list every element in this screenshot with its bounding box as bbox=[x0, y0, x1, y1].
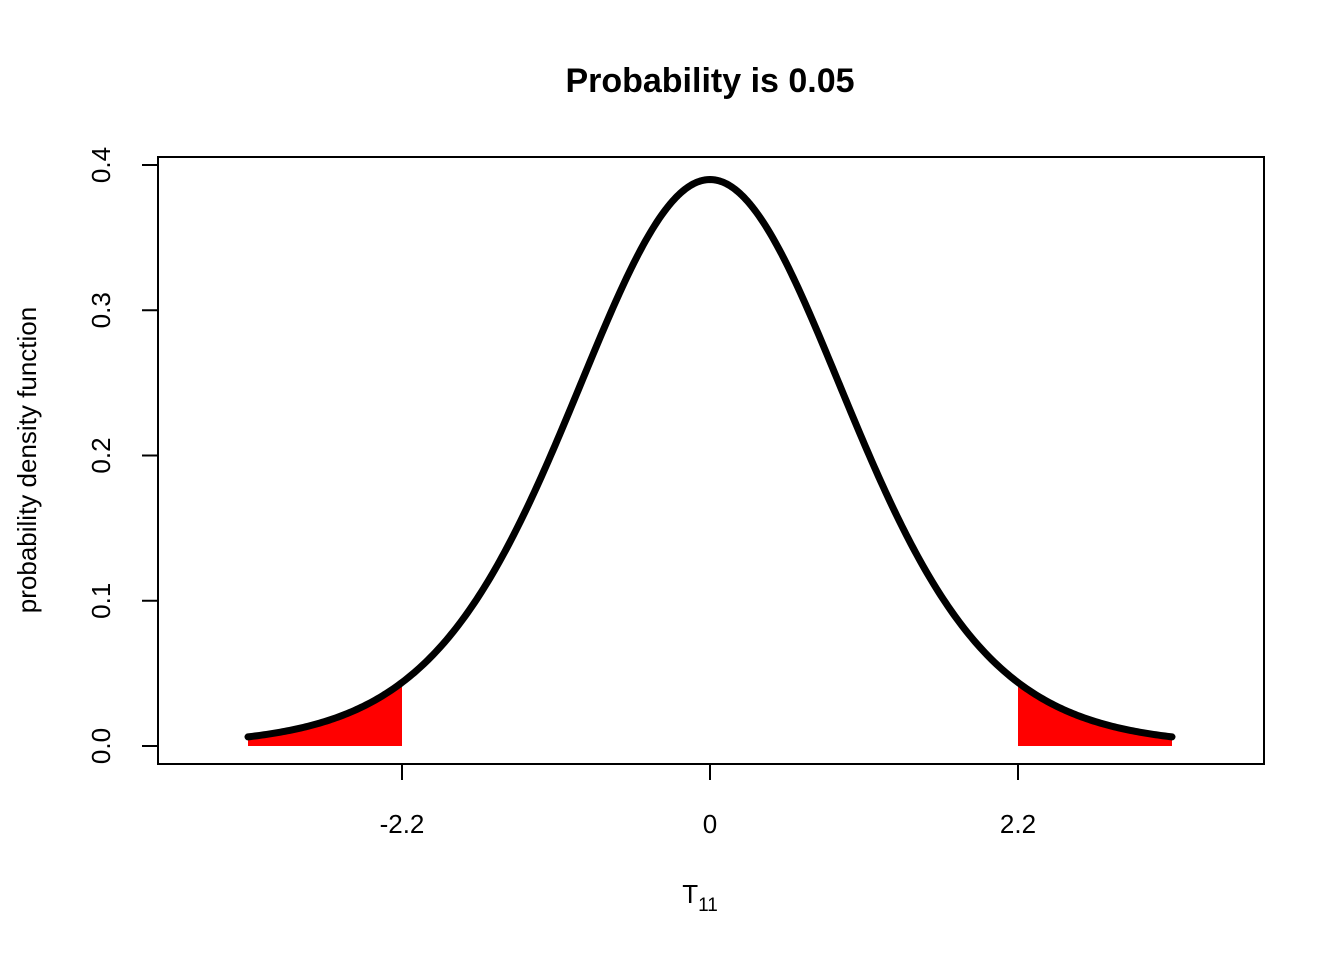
x-tick-label: -2.2 bbox=[380, 809, 425, 839]
chart-title: Probability is 0.05 bbox=[565, 62, 854, 100]
y-tick-label: 0.3 bbox=[86, 292, 116, 328]
shaded-tail-left bbox=[248, 682, 402, 746]
x-tick-label: 2.2 bbox=[1000, 809, 1036, 839]
shaded-tail-right bbox=[1018, 682, 1172, 746]
x-tick-label: 0 bbox=[703, 809, 717, 839]
x-axis-label: T11 bbox=[682, 879, 718, 916]
y-axis-label: probability density function bbox=[12, 307, 42, 613]
x-axis: -2.2 0 2.2 bbox=[380, 763, 1036, 839]
density-curve bbox=[244, 176, 1176, 741]
plot-frame bbox=[157, 156, 1265, 765]
y-tick-label: 0.4 bbox=[86, 147, 116, 183]
shaded-regions bbox=[248, 682, 1172, 746]
y-axis: 0.0 0.1 0.2 0.3 0.4 bbox=[86, 147, 159, 764]
y-tick-label: 0.1 bbox=[86, 583, 116, 619]
x-axis-label-main: T bbox=[682, 879, 698, 909]
y-tick-label: 0.2 bbox=[86, 437, 116, 473]
y-tick-label: 0.0 bbox=[86, 728, 116, 764]
x-axis-label-subscript: 11 bbox=[698, 895, 718, 916]
